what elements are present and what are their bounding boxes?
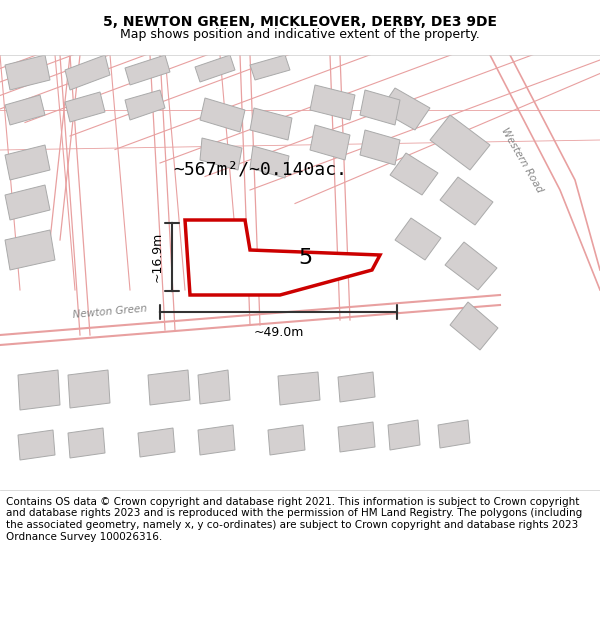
Polygon shape <box>125 55 170 85</box>
Polygon shape <box>450 302 498 350</box>
Polygon shape <box>310 85 355 120</box>
Polygon shape <box>380 88 430 130</box>
Polygon shape <box>278 372 320 405</box>
Polygon shape <box>200 98 245 132</box>
Polygon shape <box>185 220 380 295</box>
Polygon shape <box>250 55 290 80</box>
Text: 5, NEWTON GREEN, MICKLEOVER, DERBY, DE3 9DE: 5, NEWTON GREEN, MICKLEOVER, DERBY, DE3 … <box>103 16 497 29</box>
Polygon shape <box>250 146 289 178</box>
Polygon shape <box>5 95 45 125</box>
Polygon shape <box>198 425 235 455</box>
Polygon shape <box>18 370 60 410</box>
Text: Map shows position and indicative extent of the property.: Map shows position and indicative extent… <box>120 28 480 41</box>
Polygon shape <box>268 425 305 455</box>
Polygon shape <box>5 185 50 220</box>
Polygon shape <box>18 430 55 460</box>
Polygon shape <box>338 422 375 452</box>
Polygon shape <box>438 420 470 448</box>
Polygon shape <box>65 55 110 90</box>
Polygon shape <box>200 138 242 170</box>
Polygon shape <box>138 428 175 457</box>
Polygon shape <box>360 90 400 125</box>
Text: ~49.0m: ~49.0m <box>253 326 304 339</box>
Polygon shape <box>5 55 50 90</box>
Polygon shape <box>338 372 375 402</box>
Polygon shape <box>395 218 441 260</box>
Polygon shape <box>360 130 400 165</box>
Polygon shape <box>445 242 497 290</box>
Text: ~567m²/~0.140ac.: ~567m²/~0.140ac. <box>173 161 347 179</box>
Polygon shape <box>388 420 420 450</box>
Text: Contains OS data © Crown copyright and database right 2021. This information is : Contains OS data © Crown copyright and d… <box>6 497 582 541</box>
Polygon shape <box>440 177 493 225</box>
Polygon shape <box>430 115 490 170</box>
Polygon shape <box>125 90 165 120</box>
Text: Western Road: Western Road <box>499 126 545 194</box>
Polygon shape <box>65 92 105 122</box>
Polygon shape <box>195 55 235 82</box>
Polygon shape <box>68 370 110 408</box>
Polygon shape <box>68 428 105 458</box>
Text: Newton Green: Newton Green <box>72 304 147 320</box>
Polygon shape <box>148 370 190 405</box>
Polygon shape <box>390 153 438 195</box>
Polygon shape <box>250 108 292 140</box>
Polygon shape <box>5 230 55 270</box>
Polygon shape <box>198 370 230 404</box>
Polygon shape <box>5 145 50 180</box>
Text: ~16.9m: ~16.9m <box>151 232 164 282</box>
Text: 5: 5 <box>298 248 312 268</box>
Polygon shape <box>310 125 350 160</box>
